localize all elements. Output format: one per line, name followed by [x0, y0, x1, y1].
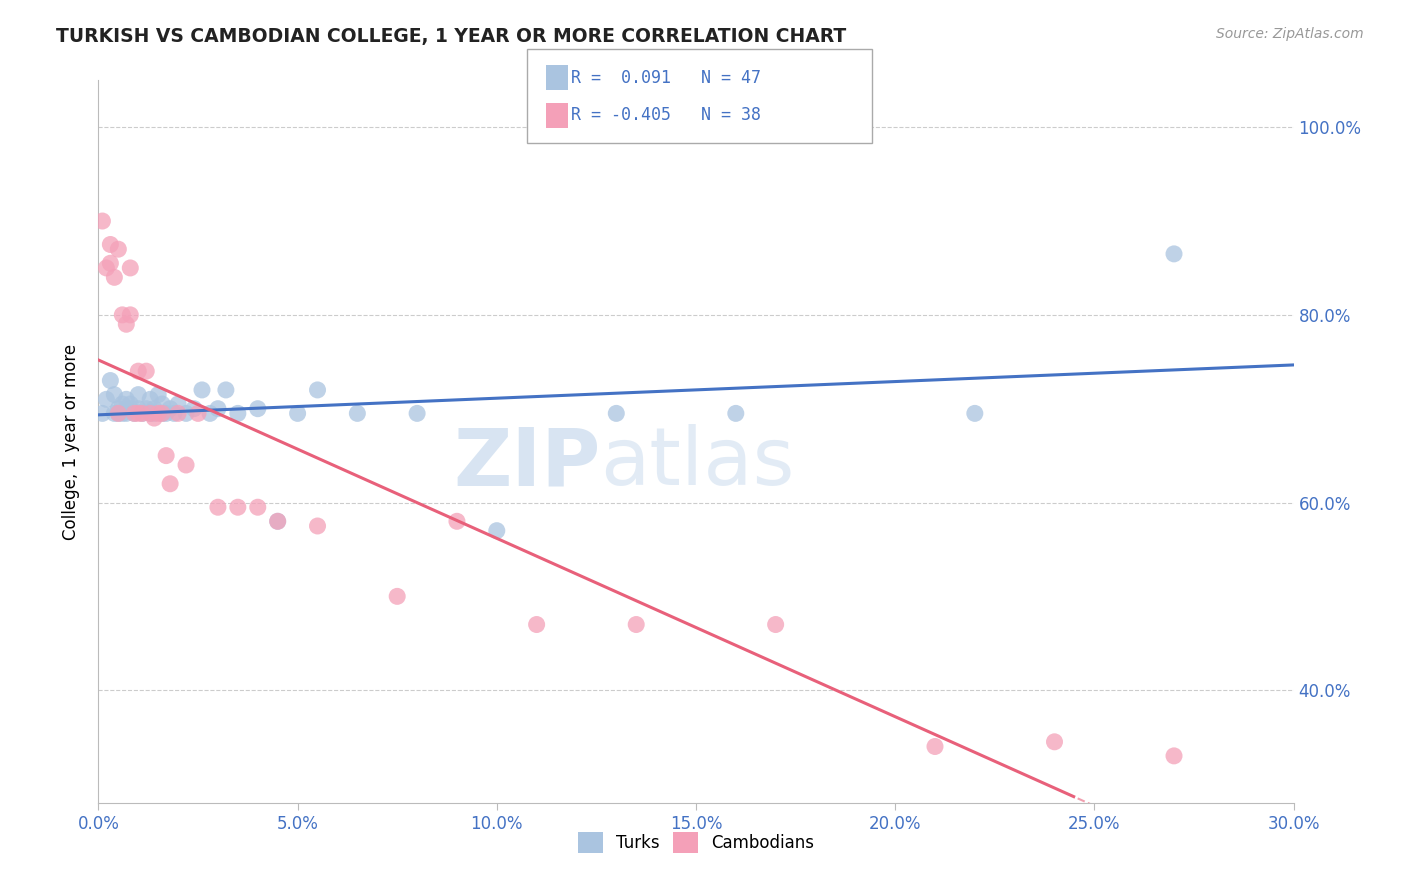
Point: [96, 260, 118, 275]
Point: [115, 406, 138, 420]
Text: Source: ZipAtlas.com: Source: ZipAtlas.com: [1216, 27, 1364, 41]
Point: [215, 383, 238, 397]
Point: [183, 401, 205, 416]
Point: [111, 308, 134, 322]
Point: [187, 406, 209, 420]
Y-axis label: College, 1 year or more: College, 1 year or more: [62, 343, 80, 540]
Point: [1163, 247, 1185, 261]
Point: [143, 401, 166, 416]
Point: [167, 397, 190, 411]
Point: [107, 406, 129, 420]
Point: [135, 401, 157, 416]
Text: atlas: atlas: [600, 425, 794, 502]
Point: [148, 387, 170, 401]
Point: [107, 401, 129, 416]
Point: [120, 397, 142, 411]
Point: [191, 383, 214, 397]
Point: [103, 270, 125, 285]
Point: [174, 458, 197, 472]
Point: [924, 739, 946, 754]
Point: [1043, 735, 1066, 749]
Legend: Turks, Cambodians: Turks, Cambodians: [571, 826, 821, 860]
Point: [167, 406, 190, 420]
Point: [120, 260, 142, 275]
Point: [226, 500, 249, 515]
Point: [207, 500, 229, 515]
Point: [307, 519, 329, 533]
Point: [139, 406, 162, 420]
Point: [91, 406, 114, 420]
Point: [120, 308, 142, 322]
Point: [287, 406, 309, 420]
Point: [96, 392, 118, 407]
Point: [139, 392, 162, 407]
Point: [626, 617, 648, 632]
Point: [124, 406, 146, 420]
Point: [246, 401, 269, 416]
Point: [207, 401, 229, 416]
Point: [150, 406, 173, 420]
Point: [155, 449, 177, 463]
Point: [346, 406, 368, 420]
Point: [246, 500, 269, 515]
Point: [148, 406, 170, 420]
Point: [385, 590, 409, 604]
Point: [406, 406, 429, 420]
Text: ZIP: ZIP: [453, 425, 600, 502]
Point: [111, 397, 134, 411]
Point: [446, 514, 468, 528]
Point: [131, 406, 153, 420]
Point: [159, 476, 181, 491]
Point: [127, 406, 149, 420]
Point: [135, 364, 157, 378]
Point: [107, 242, 129, 256]
Text: R = -0.405   N = 38: R = -0.405 N = 38: [571, 106, 761, 124]
Point: [127, 401, 149, 416]
Point: [98, 256, 122, 270]
Point: [143, 411, 166, 425]
Point: [103, 387, 125, 401]
Point: [107, 406, 129, 420]
Point: [159, 401, 181, 416]
Point: [111, 406, 134, 420]
Point: [174, 406, 197, 420]
Text: TURKISH VS CAMBODIAN COLLEGE, 1 YEAR OR MORE CORRELATION CHART: TURKISH VS CAMBODIAN COLLEGE, 1 YEAR OR …: [56, 27, 846, 45]
Point: [267, 514, 290, 528]
Point: [150, 406, 173, 420]
Point: [526, 617, 548, 632]
Point: [131, 406, 153, 420]
Point: [765, 617, 787, 632]
Point: [139, 406, 162, 420]
Point: [91, 214, 114, 228]
Point: [127, 364, 149, 378]
Point: [963, 406, 986, 420]
Point: [198, 406, 221, 420]
Point: [115, 392, 138, 407]
Point: [150, 397, 173, 411]
Text: R =  0.091   N = 47: R = 0.091 N = 47: [571, 69, 761, 87]
Point: [307, 383, 329, 397]
Point: [267, 514, 290, 528]
Point: [155, 406, 177, 420]
Point: [605, 406, 627, 420]
Point: [724, 406, 747, 420]
Point: [127, 387, 149, 401]
Point: [115, 318, 138, 332]
Point: [124, 406, 146, 420]
Point: [226, 406, 249, 420]
Point: [98, 374, 122, 388]
Point: [1163, 748, 1185, 763]
Point: [485, 524, 508, 538]
Point: [103, 406, 125, 420]
Point: [98, 237, 122, 252]
Point: [163, 406, 186, 420]
Point: [143, 406, 166, 420]
Point: [120, 401, 142, 416]
